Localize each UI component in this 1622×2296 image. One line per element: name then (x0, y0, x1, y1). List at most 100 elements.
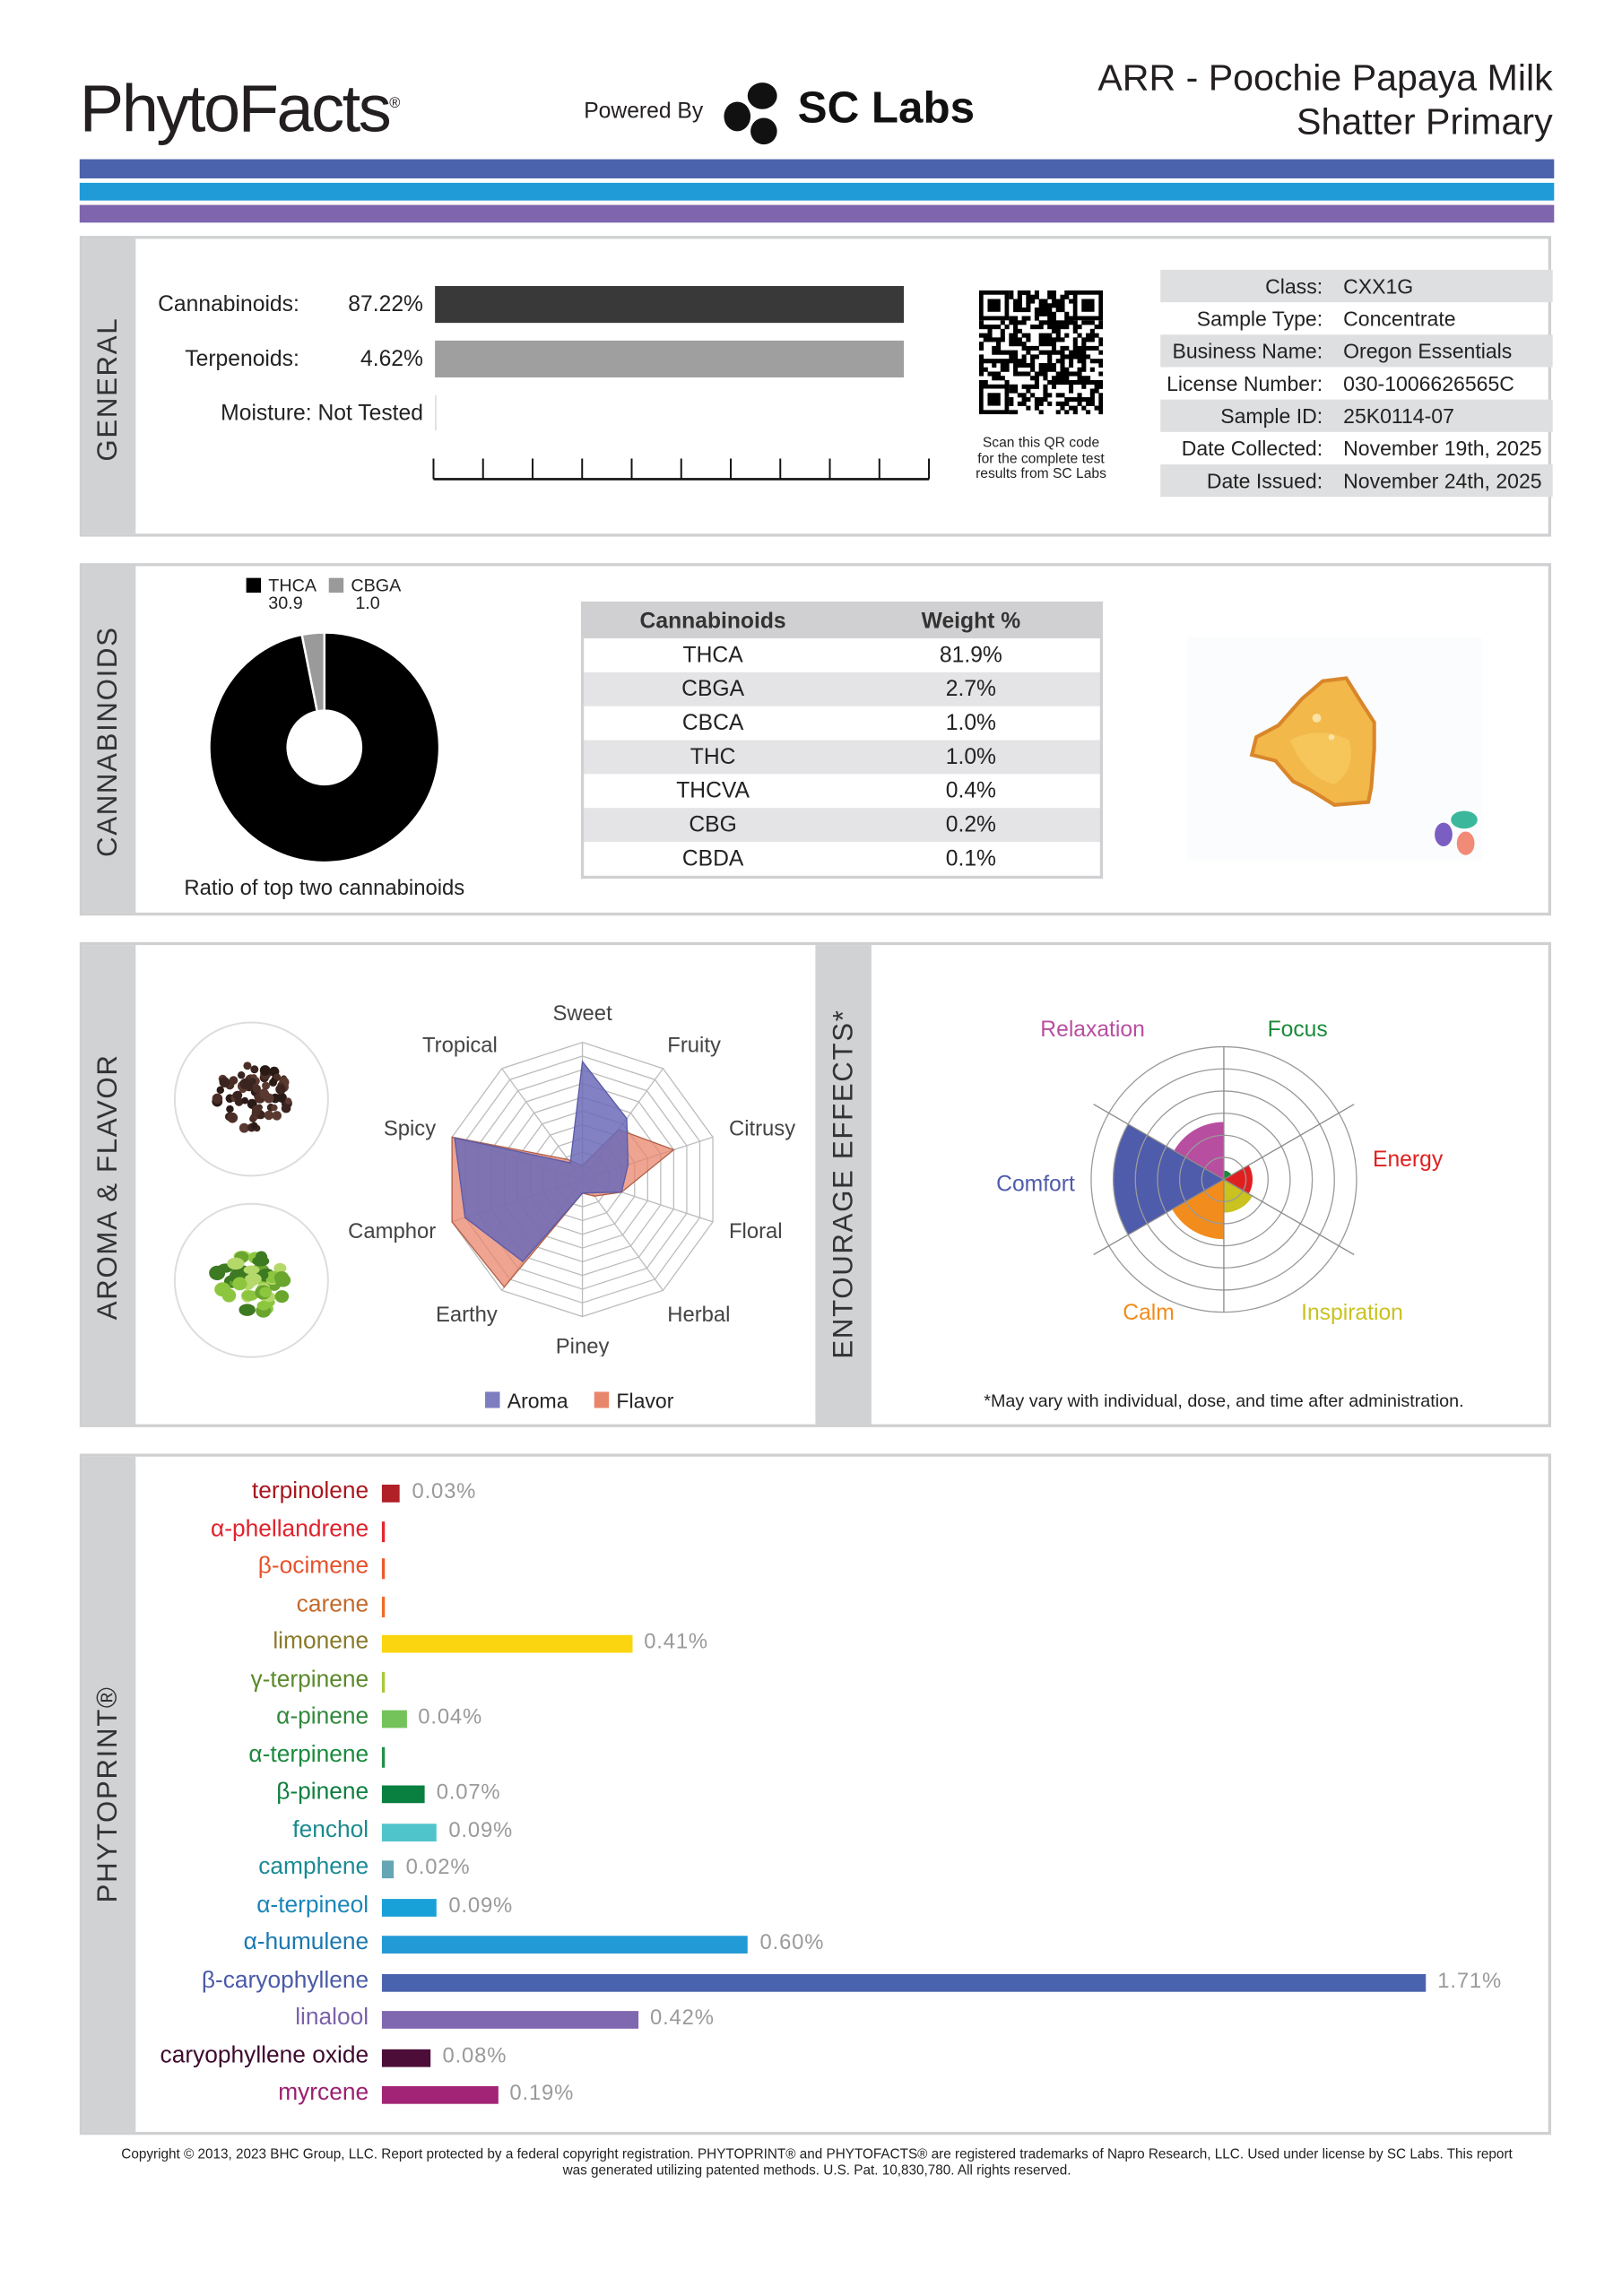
column-header: Weight % (842, 602, 1102, 639)
table-row: CBGA 2.7% (582, 671, 1102, 706)
info-row: Business Name: Oregon Essentials (1160, 334, 1553, 368)
product-type: Shatter Primary (1297, 101, 1553, 143)
terpene-row: fenchol 0.09% (80, 1813, 1466, 1850)
qr-caption: Scan this QR code for the complete test … (952, 435, 1129, 483)
cannabinoid-name: THCVA (676, 778, 750, 804)
radar-series-aroma (454, 1060, 629, 1263)
polar-spoke (1093, 1104, 1355, 1256)
qr-caption-line: Scan this QR code (982, 435, 1100, 452)
table-row: CBG 0.2% (582, 808, 1102, 843)
terpene-row: linalool 0.42% (80, 2001, 1466, 2038)
cannabinoid-weight: 0.4% (945, 778, 997, 804)
terpene-row: β-pinene 0.07% (80, 1775, 1466, 1812)
legend-value: 30.9 (268, 593, 303, 614)
powered-by-text: Powered By (584, 99, 704, 125)
info-label: Class: (1265, 273, 1323, 299)
effect-sector-relaxation (1174, 1122, 1224, 1180)
table-row: CBCA 1.0% (583, 706, 1102, 741)
terpene-row: caryophyllene oxide 0.08% (80, 2039, 1466, 2075)
terpene-row: α-terpinene (80, 1737, 1466, 1774)
terpene-bar-chart: terpinolene 0.03% α-phellandrene β-ocimen… (80, 1475, 1555, 2124)
section-strip (82, 566, 136, 913)
section-strip (82, 945, 136, 1425)
terpene-value: 0.04% (418, 1705, 483, 1729)
terpene-bar (381, 1898, 438, 1917)
moisture-axis-line (435, 394, 437, 431)
sc-labs-drops-icon (724, 82, 777, 145)
terpene-bar (381, 1746, 385, 1767)
effect-sector-calm (1172, 1179, 1224, 1240)
moisture-label-text: Moisture: (221, 401, 312, 427)
legend-swatch (246, 577, 262, 593)
terpene-bar (381, 1973, 1427, 1991)
effect-label: Inspiration (1301, 1301, 1403, 1325)
terpene-row: α-humulene 0.60% (80, 1926, 1466, 1962)
donut-slice-thca (208, 631, 441, 864)
terpene-value: 0.42% (650, 2006, 715, 2031)
phytoprint-panel: PHYTOPRINT® (79, 1453, 1552, 2136)
terpene-name: α-terpinene (248, 1741, 369, 1767)
info-label: Sample Type: (1196, 307, 1323, 331)
terpene-name: caryophyllene oxide (160, 2042, 369, 2068)
cannabinoid-name: CBG (582, 808, 843, 843)
cannabinoid-weight: 2.7% (842, 671, 1102, 706)
effect-label: Focus (1268, 1018, 1328, 1042)
terpene-name: β-pinene (276, 1779, 369, 1805)
info-row: Sample ID: 25K0114-07 (1160, 399, 1553, 432)
terpene-row: limonene 0.41% (80, 1625, 1466, 1661)
stripe-blue (79, 159, 1555, 178)
section-strip (82, 238, 136, 534)
terpene-name: α-humulene (243, 1929, 369, 1955)
terpene-name: fenchol (292, 1816, 369, 1842)
moisture-value: Not Tested (317, 401, 423, 427)
legend-label: THCA (268, 575, 317, 596)
logo-text: PhytoFacts (79, 70, 392, 146)
legend-swatch-flavor (594, 1391, 610, 1408)
cannabinoid-name: THCA (682, 643, 743, 668)
sc-labs-logo: SC Labs (720, 81, 1000, 145)
terpene-bar (381, 1785, 425, 1804)
effect-label: Calm (1123, 1301, 1175, 1325)
scale-ruler (432, 458, 931, 481)
radar-axis-label: Tropical (422, 1033, 498, 1057)
info-label: Date Collected: (1181, 436, 1323, 461)
product-name: ARR - Poochie Papaya Milk (1097, 57, 1553, 100)
terpene-name: limonene (273, 1629, 369, 1655)
terpene-bar (381, 1596, 385, 1617)
terpene-row: terpinolene 0.03% (80, 1475, 1466, 1512)
terpene-bar (381, 1558, 385, 1580)
legend-label-aroma: Aroma (507, 1389, 568, 1413)
radar-axis-label: Camphor (348, 1219, 436, 1243)
legend-label-flavor: Flavor (616, 1389, 674, 1413)
sc-labs-dot (1456, 831, 1475, 855)
moisture-label: Moisture: Not Tested (221, 401, 423, 426)
terpene-bar (381, 2011, 638, 2029)
terpene-value: 0.07% (436, 1780, 501, 1805)
cannabinoid-name: CBCA (681, 710, 744, 736)
effect-label: Relaxation (1040, 1018, 1145, 1042)
terpene-row: camphene 0.02% (80, 1850, 1466, 1887)
terpene-row: γ-terpinene (80, 1662, 1466, 1699)
table-row: THCVA 0.4% (583, 774, 1102, 808)
terpene-value: 1.71% (1437, 1969, 1503, 1993)
effect-sector-energy (1223, 1165, 1253, 1194)
terpene-name: linalool (295, 2005, 369, 2031)
radar-axis-label: Piney (556, 1335, 610, 1356)
terpene-bar (381, 2049, 431, 2066)
cannabinoid-weight: 0.2% (842, 808, 1102, 843)
info-value: 25K0114-07 (1343, 403, 1454, 428)
info-row: Sample Type: Concentrate (1160, 302, 1552, 334)
terpene-name: carene (296, 1591, 369, 1617)
footer-copyright: Copyright © 2013, 2023 BHC Group, LLC. R… (59, 2146, 1575, 2178)
sc-labs-dot (1435, 822, 1453, 846)
info-value: November 19th, 2025 (1343, 436, 1542, 461)
terpene-bar (381, 1710, 407, 1728)
product-title: ARR - Poochie Papaya Milk Shatter Primar… (1097, 56, 1552, 144)
info-label: Sample ID: (1220, 403, 1323, 428)
cannabinoids-bar (435, 286, 905, 324)
terpene-bar (381, 1823, 438, 1841)
terpene-name: γ-terpinene (250, 1667, 369, 1693)
cannabinoid-ratio-donut (208, 631, 441, 864)
qr-code[interactable] (978, 290, 1104, 415)
terpene-name: terpinolene (251, 1478, 369, 1504)
